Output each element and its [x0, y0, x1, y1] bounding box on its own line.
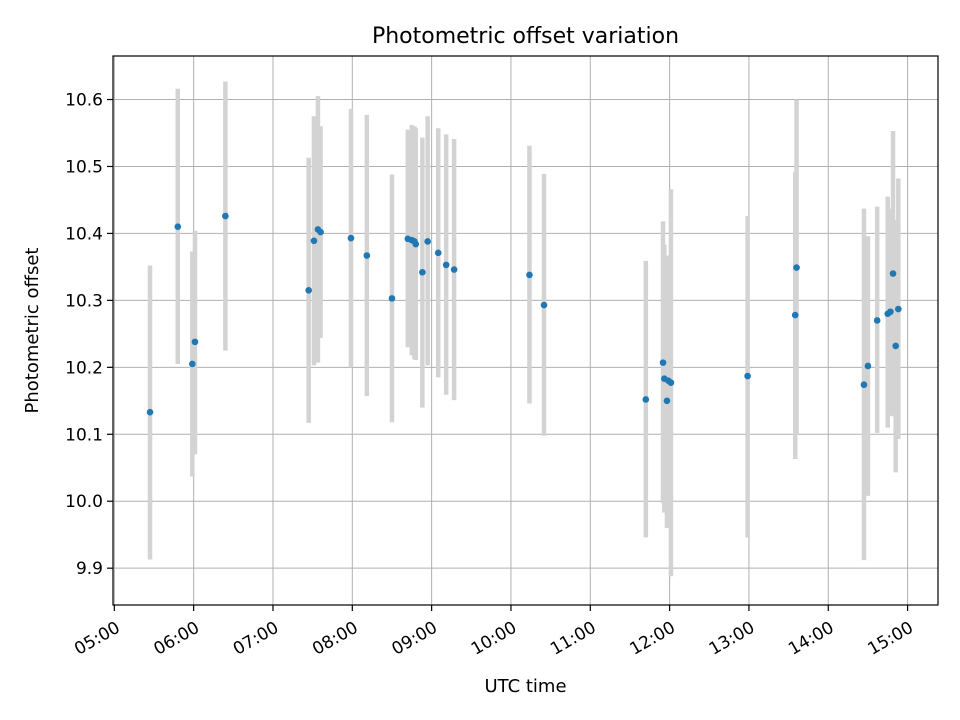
data-point [317, 228, 324, 236]
data-point [642, 396, 650, 403]
data-point [540, 301, 548, 309]
chart-title: Photometric offset variation [372, 24, 679, 49]
data-point [744, 372, 751, 380]
data-point [887, 308, 894, 316]
x-tick-label: 08:00 [309, 618, 361, 660]
y-tick-label: 10.2 [65, 358, 103, 378]
data-point [864, 362, 872, 370]
data-point [191, 338, 199, 346]
x-tick-label: 14:00 [785, 618, 837, 660]
data-point [892, 342, 899, 350]
data-point [363, 252, 371, 259]
grid [113, 56, 938, 605]
y-tick-label: 10.4 [65, 224, 103, 244]
data-point [310, 237, 318, 245]
x-tick-label: 15:00 [864, 618, 916, 660]
y-axis-label: Photometric offset [22, 248, 43, 414]
x-tick-label: 06:00 [151, 618, 203, 660]
data-point [526, 271, 533, 279]
data-point [793, 264, 800, 271]
data-points [146, 212, 902, 416]
x-tick-label: 07:00 [230, 618, 282, 660]
data-point [663, 397, 671, 405]
x-tick-label: 05:00 [71, 618, 123, 660]
data-point [659, 359, 667, 366]
data-point [174, 223, 182, 231]
y-tick-label: 10.5 [65, 157, 103, 177]
x-tick-label: 13:00 [706, 618, 758, 660]
data-point [419, 268, 426, 276]
data-point [305, 287, 312, 294]
data-point [450, 266, 458, 273]
errorbars [147, 81, 901, 577]
data-point [222, 212, 229, 220]
data-point [895, 305, 902, 313]
data-point [146, 408, 154, 416]
y-tick-label: 9.9 [76, 559, 103, 579]
y-tick-label: 10.1 [65, 425, 103, 445]
data-point [791, 311, 799, 319]
data-point [424, 238, 431, 245]
data-point [873, 317, 881, 324]
data-point [667, 379, 675, 387]
x-tick-label: 12:00 [626, 618, 678, 660]
data-point [442, 261, 450, 269]
data-point [347, 234, 355, 242]
y-tick-label: 10.6 [65, 91, 103, 111]
x-tick-label: 09:00 [388, 618, 440, 660]
x-tick-label: 11:00 [547, 618, 599, 660]
data-point [434, 249, 442, 257]
data-point [189, 360, 196, 368]
y-tick-label: 10.3 [65, 291, 103, 311]
y-tick-label: 10.0 [65, 492, 103, 512]
x-axis-label: UTC time [484, 676, 566, 697]
data-point [860, 381, 868, 389]
data-point [889, 270, 897, 277]
data-point [388, 295, 396, 302]
data-point [412, 240, 420, 248]
plot-frame [112, 55, 939, 606]
x-tick-label: 10:00 [468, 618, 520, 660]
